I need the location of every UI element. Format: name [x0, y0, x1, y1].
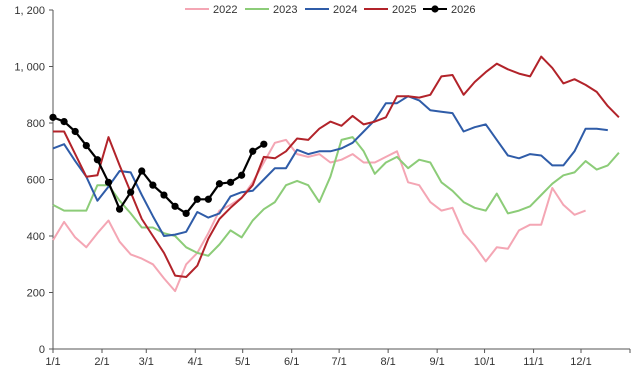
x-tick-label: 3/1 [139, 356, 154, 368]
data-point [60, 117, 68, 126]
y-tick-label: 600 [27, 175, 45, 187]
x-tick-label: 7/1 [331, 356, 346, 368]
series-line-2026 [52, 116, 265, 215]
y-tick-label: 200 [27, 288, 45, 300]
legend-label: 2024 [333, 4, 357, 16]
legend-item-2024: 2024 [305, 4, 357, 16]
data-point [82, 142, 90, 150]
series-line-2024 [52, 95, 608, 237]
y-tick-label: 800 [27, 118, 45, 130]
data-point [260, 140, 268, 148]
data-point [71, 127, 79, 136]
x-tick-label: 5/1 [235, 356, 250, 368]
series-line-2025 [53, 55, 620, 278]
data-point [49, 113, 57, 121]
legend-item-2026: 2026 [423, 4, 475, 16]
x-tick-label: 11/1 [523, 356, 544, 368]
legend-item-2025: 2025 [364, 4, 416, 16]
x-tick-label: 10/1 [474, 356, 495, 368]
data-point [249, 147, 257, 155]
data-point [238, 171, 246, 179]
series-2022 [52, 138, 586, 293]
series-2026 [49, 113, 268, 217]
legend-item-2023: 2023 [245, 4, 297, 16]
x-tick-label: 12/1 [570, 356, 591, 368]
series-2025 [53, 55, 620, 278]
series-line-2022 [52, 138, 586, 293]
x-tick-label: 6/1 [284, 356, 299, 368]
y-tick-label: 0 [39, 344, 45, 356]
data-point [127, 188, 135, 196]
x-axis: 1/1 2/1 3/1 4/1 5/1 6/1 7/1 8/1 9/1 10/1 11/1 12/1 [45, 348, 631, 368]
data-point [171, 202, 179, 210]
data-point [215, 180, 224, 188]
data-point [93, 156, 101, 164]
data-point [115, 205, 124, 213]
y-tick-label: 1, 200 [14, 5, 45, 17]
legend-marker [431, 5, 439, 13]
legend-label: 2025 [392, 4, 416, 16]
series-2024 [52, 95, 608, 237]
legend-label: 2023 [273, 4, 297, 16]
data-point [193, 195, 201, 203]
y-tick-label: 1, 000 [14, 62, 45, 74]
data-point [182, 209, 190, 217]
data-point [204, 195, 212, 203]
data-point [160, 191, 168, 199]
data-point [226, 178, 235, 186]
data-point [104, 178, 113, 186]
legend-item-2022: 2022 [185, 4, 237, 16]
series-layer [49, 55, 620, 293]
data-point [149, 181, 157, 189]
x-tick-label: 1/1 [45, 356, 60, 368]
y-tick-label: 400 [27, 231, 45, 243]
x-tick-label: 9/1 [429, 356, 444, 368]
legend: 2022 2023 2024 2025 2026 [185, 4, 475, 16]
x-tick-label: 4/1 [188, 356, 203, 368]
legend-label: 2026 [451, 4, 475, 16]
y-axis: 0 200 400 600 800 1, 000 1, 200 [14, 5, 54, 356]
data-point [138, 167, 146, 175]
x-tick-label: 8/1 [380, 356, 395, 368]
legend-label: 2022 [213, 4, 237, 16]
x-tick-label: 2/1 [94, 356, 109, 368]
